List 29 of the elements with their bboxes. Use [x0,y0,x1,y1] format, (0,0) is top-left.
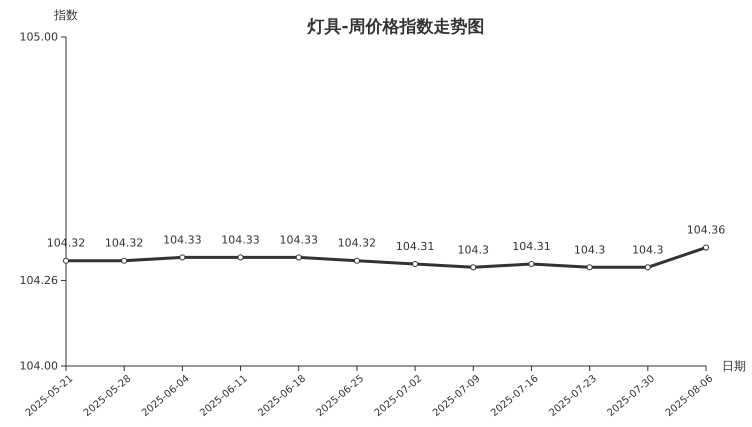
data-label: 104.33 [163,233,202,246]
point [470,264,476,270]
data-label: 104.33 [279,233,318,246]
point [528,260,534,268]
point [644,264,651,270]
point [702,244,710,251]
y-tick-label: 104.00 [20,360,58,373]
data-label: 104.3 [458,243,490,256]
point [179,254,186,260]
chart-title: 灯具-周价格指数走势图 [306,17,485,37]
data-label: 104.3 [632,243,664,256]
point [412,260,418,268]
data-label: 104.31 [512,240,551,254]
y-tick-label: 105.00 [20,30,58,44]
data-label: 104.3 [574,243,606,256]
point [121,258,128,264]
data-label: 104.31 [396,240,434,254]
y-tick-label: 104.26 [20,274,58,287]
data-label: 104.32 [338,236,376,250]
point [586,264,593,270]
point [62,258,70,264]
point [238,254,244,260]
data-label: 104.32 [104,236,144,250]
data-label: 104.36 [686,224,726,237]
point [296,254,302,260]
y-axis-title: 指数 [53,8,78,22]
data-label: 104.33 [221,233,260,246]
point [354,258,360,264]
x-axis-title: 日期 [722,359,746,373]
